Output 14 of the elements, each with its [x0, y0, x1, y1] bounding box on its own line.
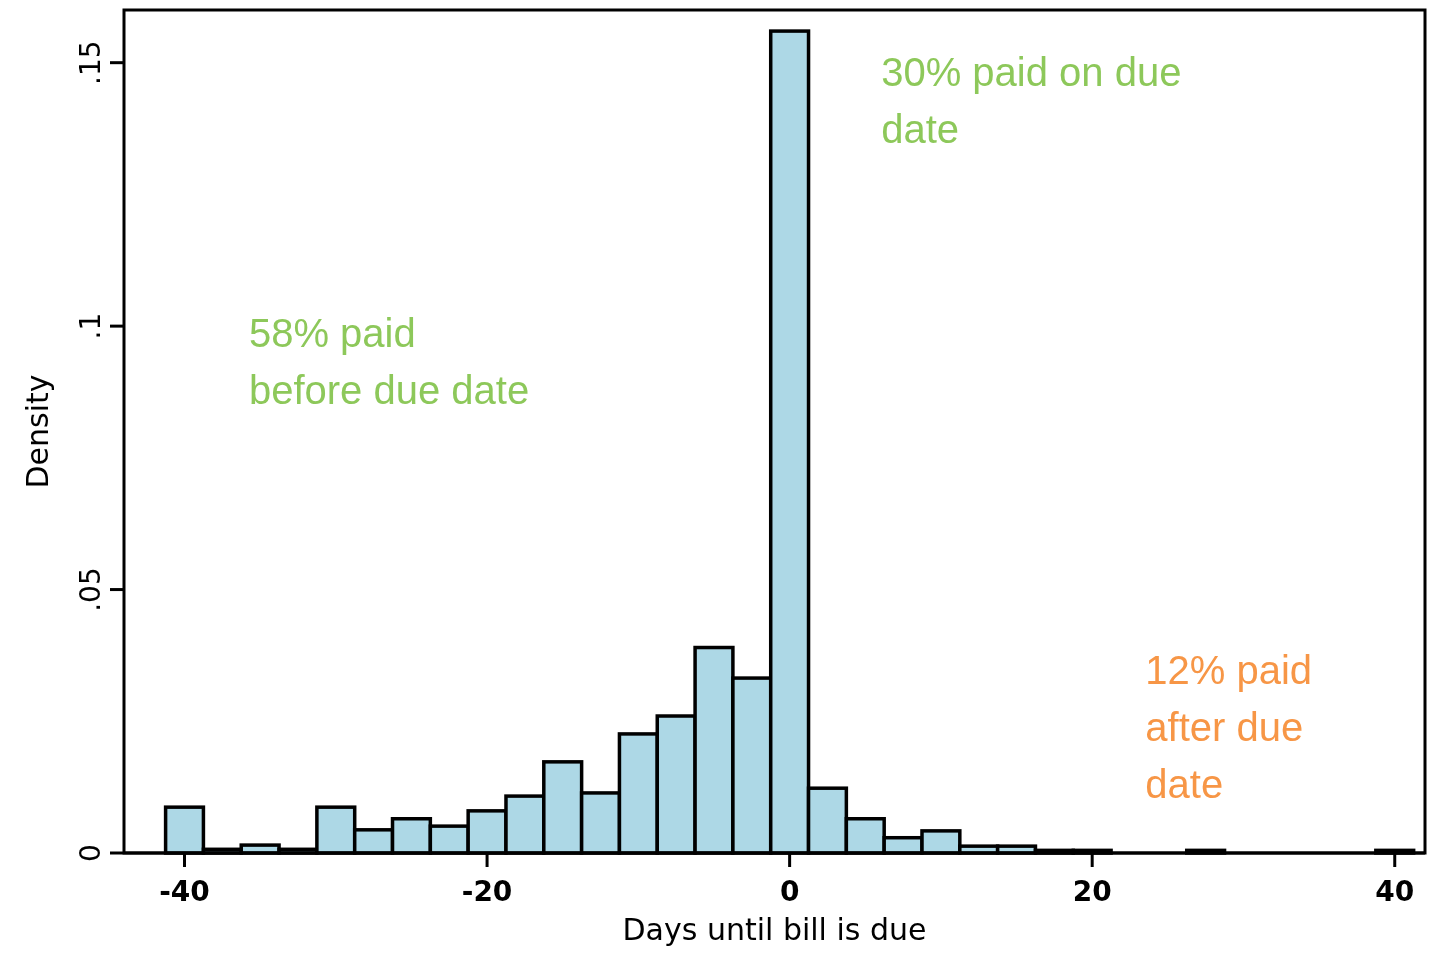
annotation: 12% paid after due date: [1145, 648, 1313, 807]
x-tick-label: -20: [461, 875, 513, 908]
x-tick-label: 0: [779, 875, 800, 908]
y-axis-title: Density: [20, 374, 55, 489]
x-tick-label: 40: [1375, 875, 1415, 908]
x-axis-title: Days until bill is due: [622, 912, 927, 947]
y-tick-label: .1: [74, 312, 107, 340]
y-tick-label: .15: [74, 40, 107, 85]
annotation: 58% paid before due date: [248, 311, 530, 413]
y-tick-label: 0: [74, 844, 107, 862]
y-tick-label: .05: [74, 567, 107, 612]
x-tick-label: 20: [1072, 875, 1112, 908]
annotation: 30% paid on due date: [881, 49, 1182, 151]
x-tick-label: -40: [159, 875, 210, 908]
